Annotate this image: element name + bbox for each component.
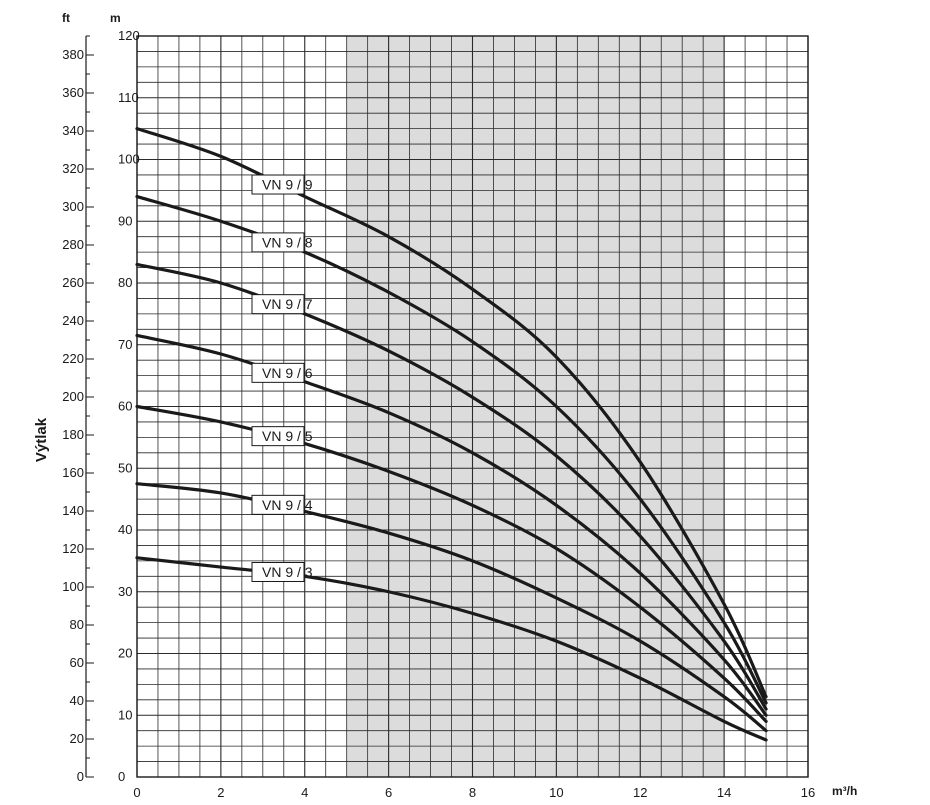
- y-tick-label-ft: 160: [62, 465, 84, 480]
- series-label: VN 9 / 8: [262, 234, 313, 250]
- y-tick-label-ft: 40: [70, 693, 84, 708]
- y-tick-label-m: 80: [118, 275, 132, 290]
- series-line: [135, 127, 768, 699]
- y-tick-label-ft: 280: [62, 237, 84, 252]
- y-tick-label-m: 20: [118, 646, 132, 661]
- y-tick-label-m: 40: [118, 522, 132, 537]
- x-tick-label: 12: [633, 785, 647, 800]
- grid: [136, 35, 809, 778]
- series-label-box: [251, 362, 305, 383]
- series-label: VN 9 / 6: [262, 365, 313, 381]
- y-tick-label-m: 60: [118, 399, 132, 414]
- y-tick-label-ft: 180: [62, 427, 84, 442]
- series-label-box: [251, 174, 305, 195]
- series-label-box: [251, 561, 305, 582]
- y-tick-label-m: 110: [118, 90, 139, 105]
- series-line: [135, 556, 768, 742]
- x-tick-label: 6: [385, 785, 392, 800]
- y-tick-label-ft: 320: [62, 161, 84, 176]
- y-tick-label-m: 70: [118, 337, 132, 352]
- y-tick-label-ft: 0: [77, 769, 84, 784]
- x-tick-label: 2: [217, 785, 224, 800]
- y-tick-label-m: 120: [118, 28, 140, 43]
- series-label-box: [251, 232, 305, 253]
- series-line: [135, 333, 768, 717]
- ft-unit-label: ft: [62, 11, 70, 25]
- series-label: VN 9 / 5: [262, 428, 313, 444]
- y-tick-label-m: 90: [118, 213, 132, 228]
- series-label: VN 9 / 3: [262, 564, 313, 580]
- curve-labels: VN 9 / 9 VN 9 / 8 VN 9 / 7 VN 9 / 6 VN 9 / 5…: [251, 174, 313, 582]
- series-label-box: [251, 426, 305, 447]
- y-tick-label-ft: 20: [70, 731, 84, 746]
- x-tick-label: 8: [469, 785, 476, 800]
- axes: 0 2 4 6 8 10 12 14 16010203040506070809010011012…: [62, 28, 815, 800]
- series-line: [135, 404, 768, 724]
- series-label-box: [251, 494, 305, 515]
- y-axis-title: Výtlak: [33, 417, 50, 462]
- x-tick-label: 14: [717, 785, 731, 800]
- series-line: [135, 482, 768, 733]
- m-unit-label: m: [110, 11, 121, 25]
- y-tick-label-m: 10: [118, 707, 132, 722]
- y-tick-label-ft: 380: [62, 47, 84, 62]
- y-tick-label-ft: 260: [62, 275, 84, 290]
- y-tick-label-ft: 340: [62, 123, 84, 138]
- y-tick-label-ft: 100: [62, 579, 84, 594]
- series-label: VN 9 / 7: [262, 296, 313, 312]
- x-tick-label: 4: [301, 785, 308, 800]
- y-tick-label-m: 50: [118, 460, 132, 475]
- x-tick-label: 10: [549, 785, 563, 800]
- y-tick-label-ft: 360: [62, 85, 84, 100]
- y-tick-label-ft: 140: [62, 503, 84, 518]
- y-tick-label-ft: 60: [70, 655, 84, 670]
- series-label: VN 9 / 4: [262, 497, 313, 513]
- y-tick-label-ft: 220: [62, 351, 84, 366]
- series-line: [135, 262, 768, 711]
- y-tick-label-ft: 300: [62, 199, 84, 214]
- series-label-box: [251, 294, 305, 315]
- y-tick-label-ft: 120: [62, 541, 84, 556]
- y-tick-label-m: 30: [118, 584, 132, 599]
- y-tick-label-m: 0: [118, 769, 125, 784]
- series-label: VN 9 / 9: [262, 177, 313, 193]
- curves: [135, 127, 768, 742]
- y-tick-label-m: 100: [118, 152, 140, 167]
- y-tick-label-ft: 200: [62, 389, 84, 404]
- x-unit-label: m³/h: [832, 784, 857, 798]
- y-tick-label-ft: 80: [70, 617, 84, 632]
- x-tick-label: 16: [801, 785, 815, 800]
- y-tick-label-ft: 240: [62, 313, 84, 328]
- x-tick-label: 0: [133, 785, 140, 800]
